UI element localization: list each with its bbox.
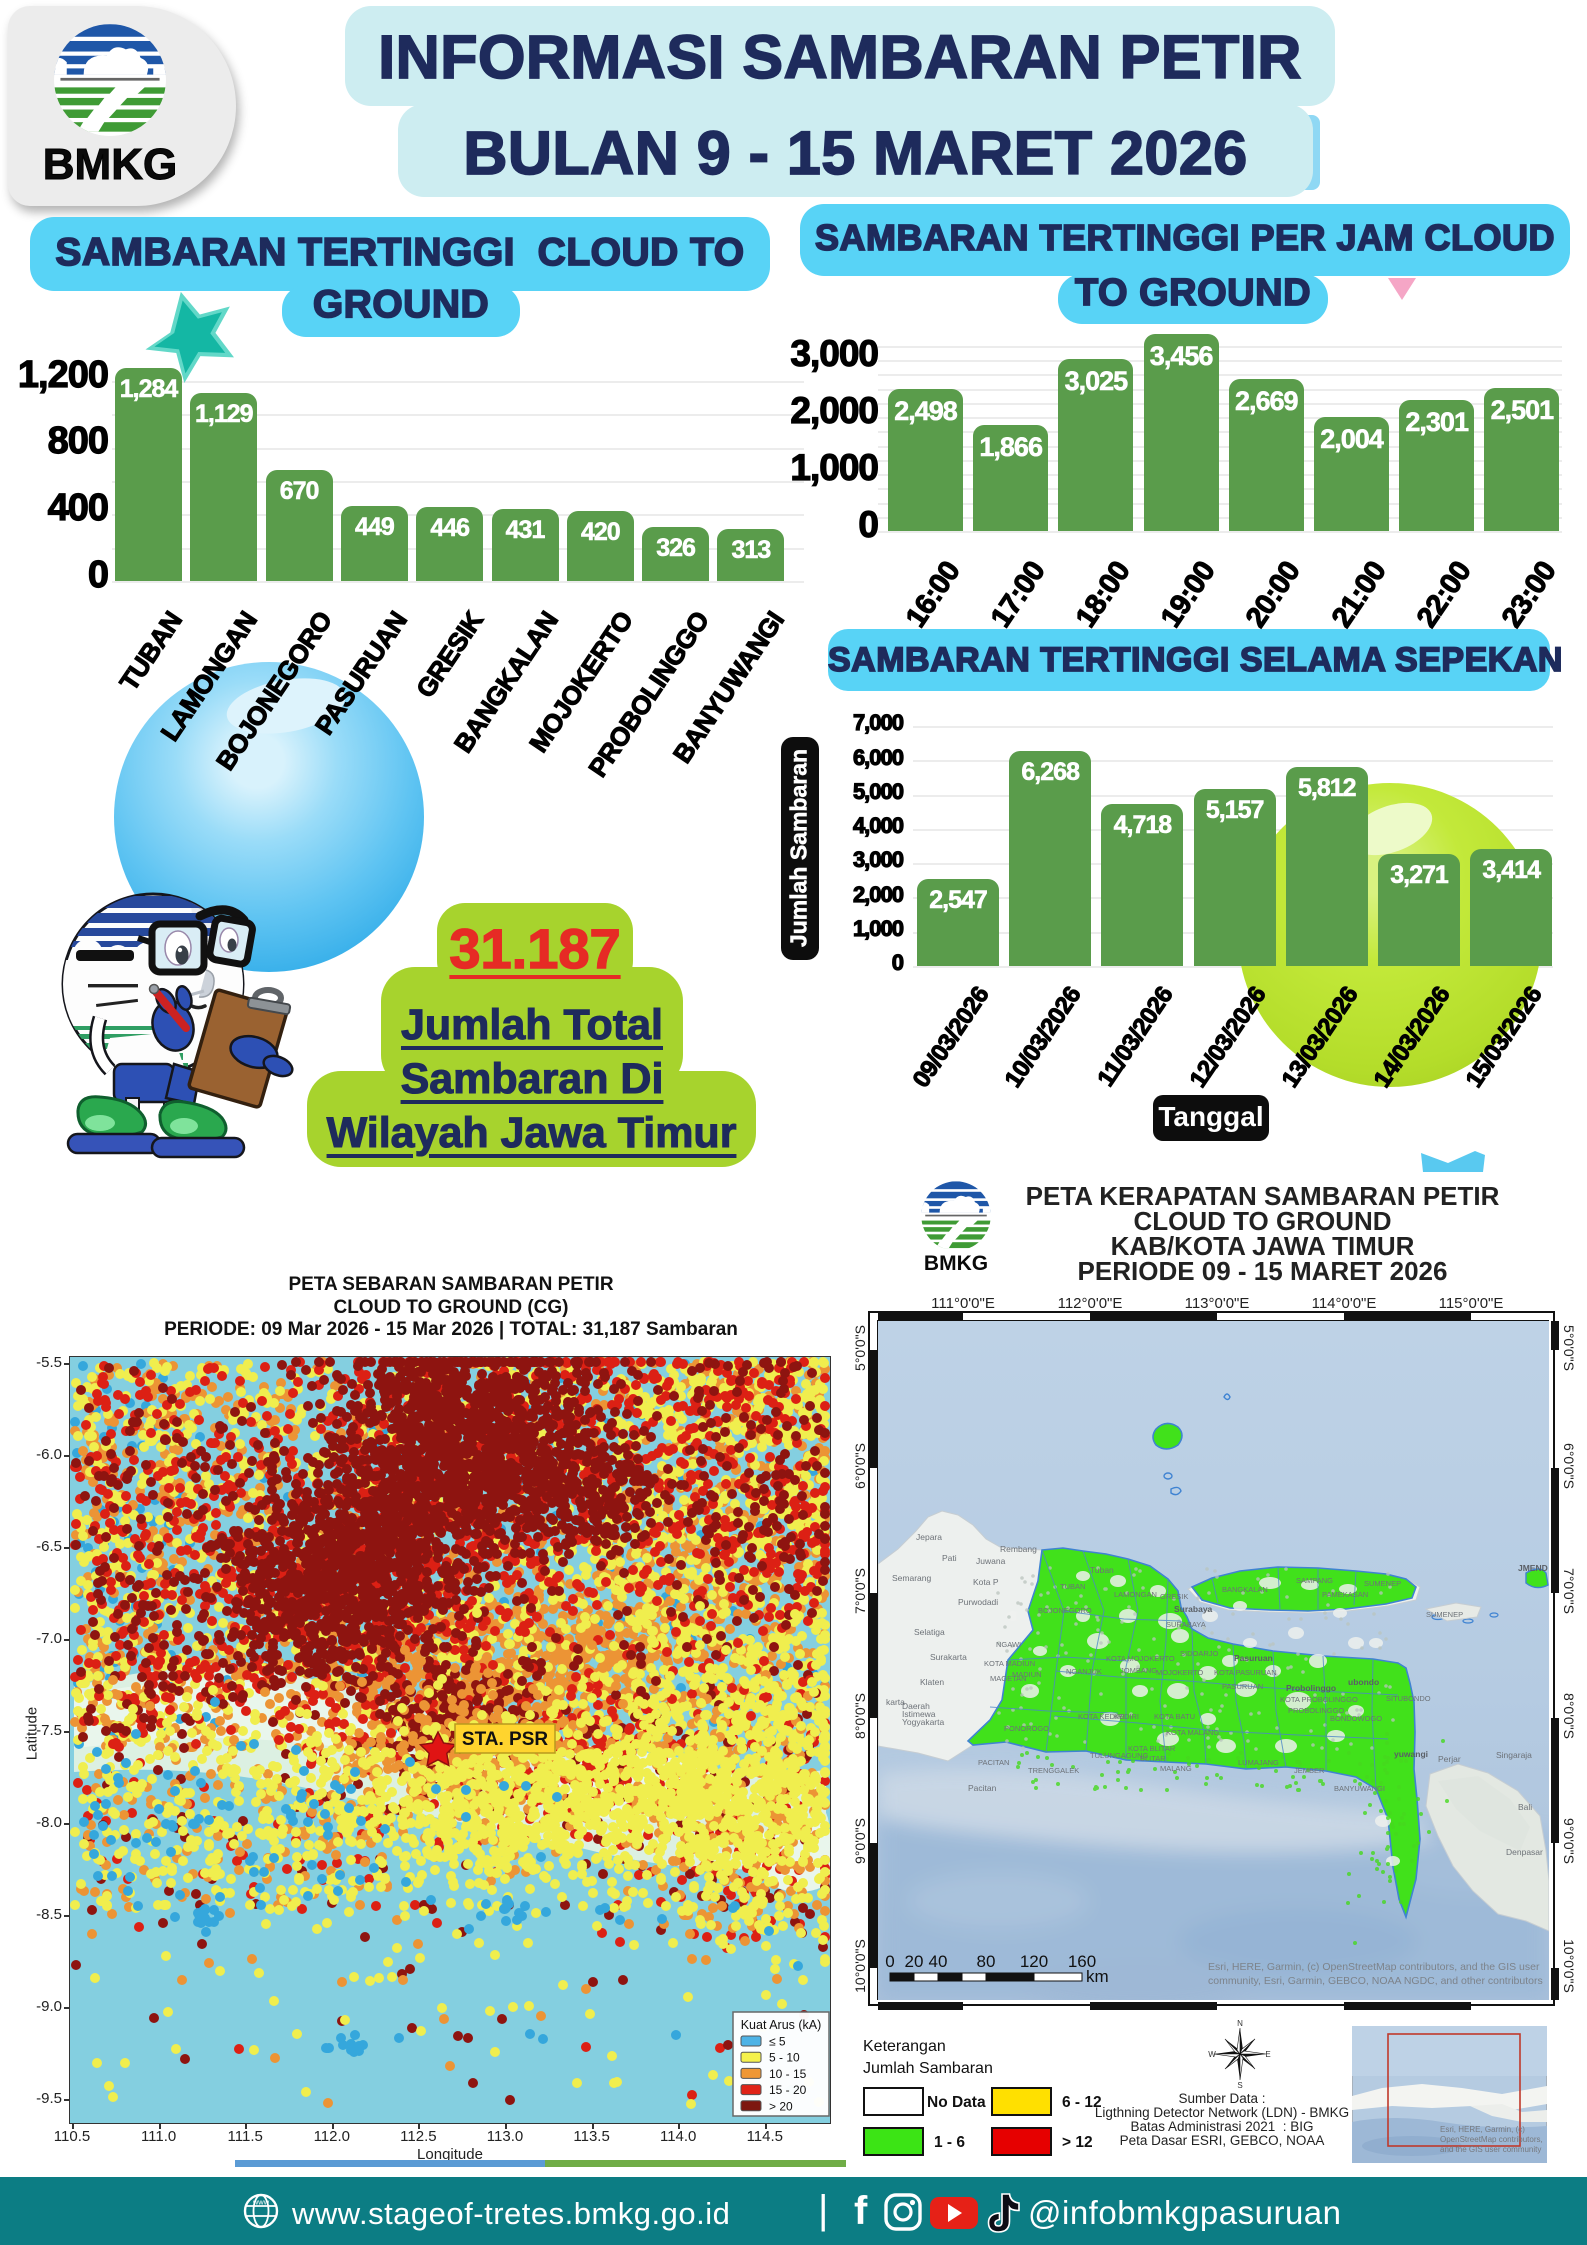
svg-text:KOTA MADIUN: KOTA MADIUN [984, 1659, 1035, 1668]
svg-text:Singaraja: Singaraja [1496, 1750, 1532, 1760]
svg-text:Denpasar: Denpasar [1506, 1847, 1543, 1857]
svg-text:km: km [1086, 1967, 1109, 1986]
svg-text:TRENGGALEK: TRENGGALEK [1028, 1766, 1079, 1775]
svg-text:120: 120 [1020, 1952, 1048, 1971]
svg-text:f: f [854, 2190, 868, 2233]
svg-text:JOMBANG: JOMBANG [1120, 1666, 1157, 1675]
svg-text:Pasuruan: Pasuruan [1234, 1653, 1273, 1663]
svg-text:KOTA BLITAR: KOTA BLITAR [1128, 1744, 1176, 1753]
svg-text:Daerah: Daerah [902, 1701, 930, 1711]
svg-text:NGAWI: NGAWI [996, 1640, 1021, 1649]
svg-text:KOTA MOJOKERTO: KOTA MOJOKERTO [1106, 1654, 1175, 1663]
svg-text:160: 160 [1068, 1952, 1096, 1971]
svg-text:Kuat Arus (kA): Kuat Arus (kA) [741, 2018, 822, 2032]
svg-text:PONOROGO: PONOROGO [1004, 1724, 1049, 1733]
svg-text:JMEND: JMEND [1518, 1563, 1548, 1573]
svg-text:BANYUWANGI: BANYUWANGI [1334, 1784, 1385, 1793]
svg-text:Semarang: Semarang [892, 1573, 931, 1583]
svg-text:KEDIRI: KEDIRI [1114, 1712, 1139, 1721]
svg-text:PACITAN: PACITAN [978, 1758, 1009, 1767]
svg-text:SUMENEP: SUMENEP [1426, 1610, 1463, 1619]
svg-text:Selatiga: Selatiga [914, 1627, 945, 1637]
svg-text:Istimewa: Istimewa [902, 1709, 936, 1719]
svg-text:SIDOARJO: SIDOARJO [1180, 1649, 1219, 1658]
svg-text:BONDOWOGO: BONDOWOGO [1330, 1714, 1382, 1723]
svg-text:Juwana: Juwana [976, 1556, 1006, 1566]
svg-text:karta: karta [886, 1697, 905, 1707]
svg-text:MADIUN: MADIUN [1012, 1670, 1042, 1679]
svg-text:SITUBONDO: SITUBONDO [1386, 1694, 1431, 1703]
svg-text:PAMEKASAN: PAMEKASAN [1322, 1590, 1368, 1599]
svg-text:Bali: Bali [1518, 1802, 1532, 1812]
svg-text:W: W [1208, 2050, 1216, 2059]
svg-text:GRESIK: GRESIK [1160, 1592, 1188, 1601]
svg-text:KOTA MALANG: KOTA MALANG [1166, 1728, 1219, 1737]
svg-text:0: 0 [885, 1952, 894, 1971]
svg-text:Tuban: Tuban [1090, 1565, 1114, 1575]
svg-text:Pati: Pati [942, 1553, 957, 1563]
svg-text:MALANG: MALANG [1160, 1764, 1192, 1773]
svg-text:SUMENEP: SUMENEP [1364, 1579, 1401, 1588]
svg-text:TULUNGAGUNG: TULUNGAGUNG [1090, 1751, 1149, 1760]
svg-text:SAMPANG: SAMPANG [1296, 1576, 1333, 1585]
svg-text:KOTA KEDIRI: KOTA KEDIRI [1078, 1712, 1125, 1721]
svg-text:Surakarta: Surakarta [930, 1652, 967, 1662]
svg-text:Esri, HERE, Garmin, (c): Esri, HERE, Garmin, (c) [1440, 2125, 1525, 2134]
svg-text:S: S [1237, 2081, 1242, 2090]
svg-text:> 20: > 20 [769, 2099, 793, 2113]
svg-text:Probolinggo: Probolinggo [1286, 1683, 1336, 1693]
svg-text:≤ 5: ≤ 5 [769, 2035, 786, 2049]
svg-text:KOTA PROBOLINGGO: KOTA PROBOLINGGO [1280, 1695, 1358, 1704]
svg-text:community, Esri, Garmin, GEBCO: community, Esri, Garmin, GEBCO, NOAA NGD… [1208, 1975, 1543, 1987]
svg-text:BANGKALAN: BANGKALAN [1222, 1585, 1268, 1594]
svg-text:SURABAYA: SURABAYA [1166, 1620, 1206, 1629]
svg-text:ubondo: ubondo [1348, 1677, 1379, 1687]
svg-text:KOTA PASURUAN: KOTA PASURUAN [1214, 1668, 1277, 1677]
svg-text:Surabaya: Surabaya [1174, 1604, 1213, 1614]
svg-text:KOTA BATU: KOTA BATU [1154, 1712, 1195, 1721]
svg-text:www: www [252, 2197, 270, 2206]
svg-text:10 - 15: 10 - 15 [769, 2067, 807, 2081]
svg-text:Perjar: Perjar [1438, 1754, 1461, 1764]
svg-text:5 - 10: 5 - 10 [769, 2051, 800, 2065]
svg-text:PASURUAN: PASURUAN [1222, 1682, 1263, 1691]
svg-text:Kota P: Kota P [973, 1577, 999, 1587]
svg-text:TUBAN: TUBAN [1060, 1582, 1085, 1591]
svg-text:N: N [1237, 2019, 1243, 2028]
svg-text:Purwodadi: Purwodadi [958, 1597, 998, 1607]
svg-text:OpenStreetMap contributors,: OpenStreetMap contributors, [1440, 2135, 1543, 2144]
svg-text:JEMBER: JEMBER [1294, 1766, 1325, 1775]
svg-text:MOJOKERTO: MOJOKERTO [1156, 1668, 1203, 1677]
svg-text:Klaten: Klaten [920, 1677, 944, 1687]
svg-text:LUMAJANG: LUMAJANG [1238, 1758, 1279, 1767]
svg-text:Esri, HERE, Garmin, (c) OpenSt: Esri, HERE, Garmin, (c) OpenStreetMap co… [1208, 1961, 1540, 1973]
svg-text:yuwangi: yuwangi [1394, 1749, 1428, 1759]
svg-text:STA. PSR: STA. PSR [462, 1729, 548, 1750]
svg-text:NGANJUK: NGANJUK [1066, 1667, 1102, 1676]
svg-text:BLITAR: BLITAR [1140, 1754, 1166, 1763]
svg-text:LAMONGAN: LAMONGAN [1114, 1590, 1157, 1599]
svg-text:PROBOLINGGO: PROBOLINGGO [1288, 1706, 1344, 1715]
svg-text:15 - 20: 15 - 20 [769, 2083, 807, 2097]
svg-text:MAGETAN: MAGETAN [990, 1674, 1027, 1683]
svg-text:Jepara: Jepara [916, 1532, 942, 1542]
svg-text:E: E [1265, 2050, 1270, 2059]
svg-text:80: 80 [977, 1952, 996, 1971]
svg-text:BOJONEGORO: BOJONEGORO [1038, 1606, 1092, 1615]
svg-text:and the GIS user community: and the GIS user community [1440, 2145, 1541, 2154]
svg-text:Rembang: Rembang [1000, 1544, 1037, 1554]
svg-text:Yogyakarta: Yogyakarta [902, 1717, 944, 1727]
svg-text:40: 40 [929, 1952, 948, 1971]
svg-text:Pacitan: Pacitan [968, 1783, 997, 1793]
svg-text:20: 20 [905, 1952, 924, 1971]
